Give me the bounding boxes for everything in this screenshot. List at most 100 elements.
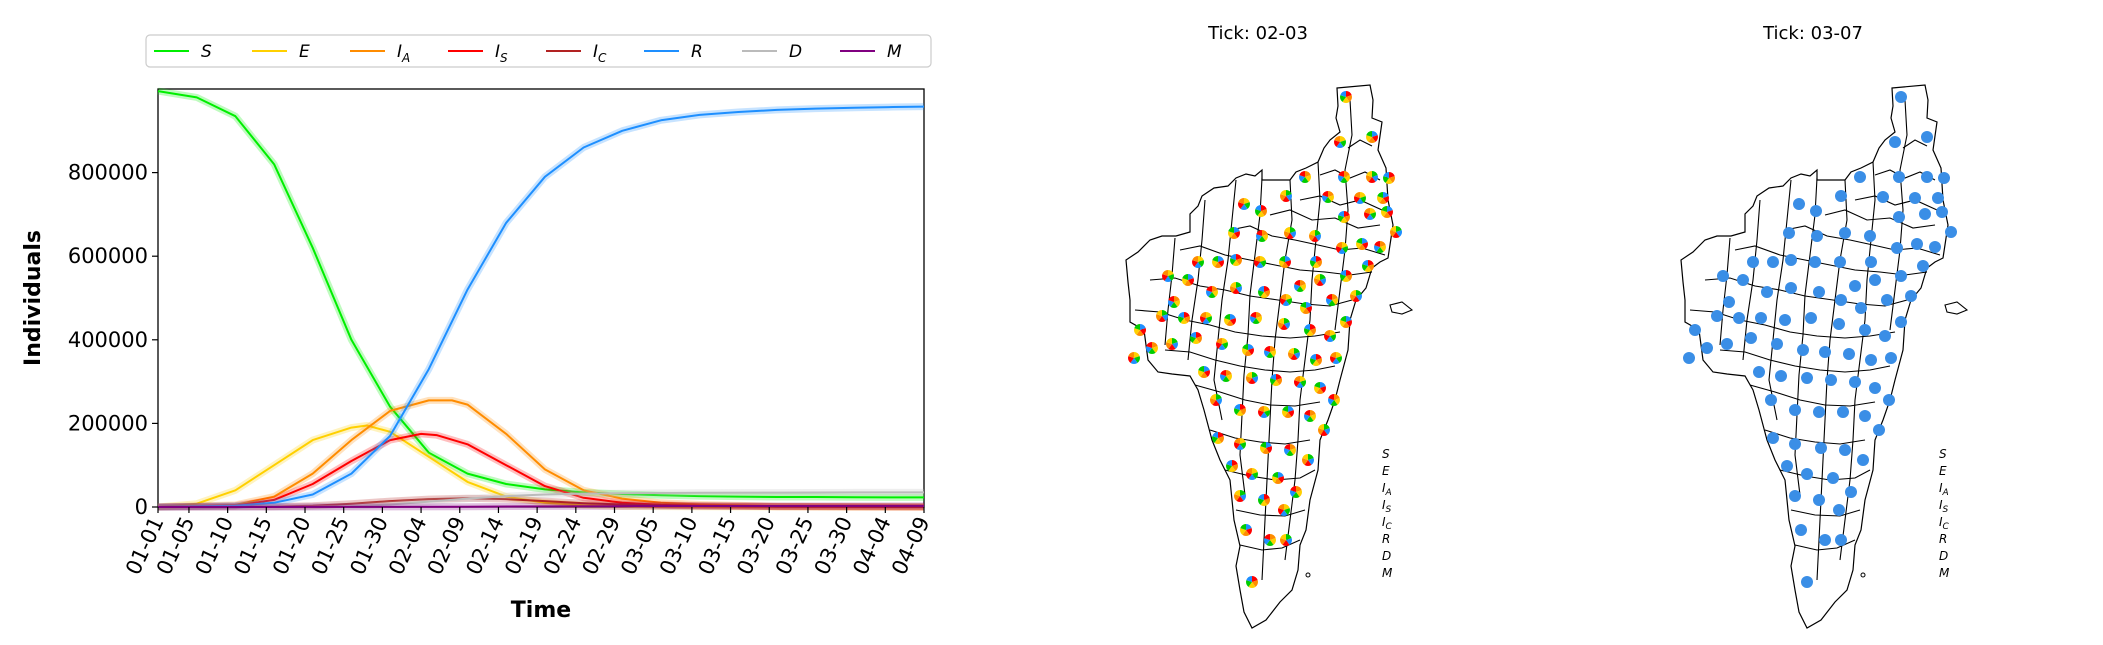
pie-slice [1145,346,1152,353]
pie-slice [1282,300,1290,306]
pie-slice [1266,540,1274,546]
map-legend-label: IC [1382,515,1393,532]
pie-slice [1189,336,1196,343]
pie-slice [1218,260,1225,267]
district-pie-marker [1339,270,1353,282]
pie-slice [1246,524,1252,530]
pie-slice [1372,131,1378,137]
pie-slice [1155,314,1162,321]
district-pie-marker [1257,494,1271,506]
district-dot-marker [1745,332,1757,344]
district-dot-marker [1755,312,1767,324]
pie-slice [1286,190,1292,196]
pie-slice [1383,192,1389,198]
district-pie-marker [1167,296,1181,308]
pie-slice [1383,196,1390,203]
pie-slice [1172,338,1178,344]
pie-slice [1381,206,1387,212]
pie-slice [1248,378,1256,384]
series-line-ia [157,399,925,508]
map-legend-label: E [1939,464,1947,478]
pie-slice [1196,336,1203,343]
pie-slice [1270,346,1276,352]
y-tick-label: 600000 [68,244,148,268]
district-pie-marker [1337,171,1351,183]
pie-slice [1309,358,1316,365]
y-tick-label: 800000 [68,161,148,185]
pie-slice [1342,246,1349,253]
pie-slice [1234,227,1240,233]
pie-slice [1328,394,1334,400]
pie-slice [1127,356,1134,363]
district-pie-marker [1145,341,1159,354]
district-pie-marker [1229,254,1243,266]
pie-slice [1134,356,1141,363]
map-legend-label: IA [1939,481,1949,498]
pie-slice [1218,436,1225,443]
pie-slice [1240,408,1247,415]
pie-slice [1336,142,1344,148]
pie-slice [1308,234,1315,241]
pie-slice [1346,270,1352,276]
pie-slice [1282,540,1290,546]
pie-slice [1184,280,1192,286]
pie-slice [1286,534,1292,540]
pie-slice [1282,196,1290,202]
pie-slice [1301,458,1308,465]
pie-slice [1310,256,1316,262]
district-dot-marker [1921,131,1933,143]
pie-slice [1299,306,1306,313]
pie-slice [1324,197,1332,203]
pie-slice [1266,352,1274,358]
pie-slice [1330,334,1337,341]
pie-slice [1230,254,1236,260]
district-dot-marker [1833,318,1845,330]
district-pie-marker [1309,354,1323,366]
district-pie-marker [1325,294,1339,306]
district-pie-marker [1245,468,1259,480]
pie-slice [1370,212,1377,219]
pie-slice [1320,386,1327,393]
district-pie-marker [1209,393,1223,406]
pie-slice [1366,214,1374,220]
pie-slice [1278,476,1285,483]
map-legend-label: S [1382,447,1390,461]
pie-slice [1294,352,1301,359]
district-pie-marker [1133,324,1147,336]
pie-slice [1232,460,1238,466]
district-pie-marker [1313,382,1327,394]
pie-slice [1178,312,1184,318]
pie-slice [1236,444,1244,450]
pie-slice [1202,318,1210,324]
pie-slice [1305,175,1312,182]
pie-slice [1279,194,1286,201]
pie-slice [1252,318,1260,324]
district-pie-marker [1197,366,1211,378]
pie-slice [1284,504,1290,510]
pie-slice [1264,406,1270,412]
district-dot-marker [1905,290,1917,302]
pie-slice [1284,444,1290,450]
pie-slice [1263,538,1270,545]
district-dot-marker [1801,468,1813,480]
district-pie-marker [1323,330,1337,342]
district-dot-marker [1839,227,1851,239]
district-pie-marker [1127,352,1141,364]
pie-slice [1333,140,1340,147]
district-dot-marker [1843,348,1855,360]
district-pie-marker [1309,256,1323,268]
district-dot-marker [1869,382,1881,394]
pie-slice [1300,380,1307,387]
district-pie-marker [1380,206,1394,218]
pie-slice [1199,316,1206,323]
pie-slice [1336,352,1342,358]
pie-slice [1260,500,1268,506]
pie-slice [1184,316,1191,323]
pie-slice [1181,278,1188,285]
district-dot-marker [1683,352,1695,364]
district-pie-marker [1241,344,1255,356]
pie-slice [1366,171,1372,177]
pie-slice [1276,378,1283,385]
pie-slice [1339,320,1346,327]
district-pie-marker [1155,310,1169,322]
